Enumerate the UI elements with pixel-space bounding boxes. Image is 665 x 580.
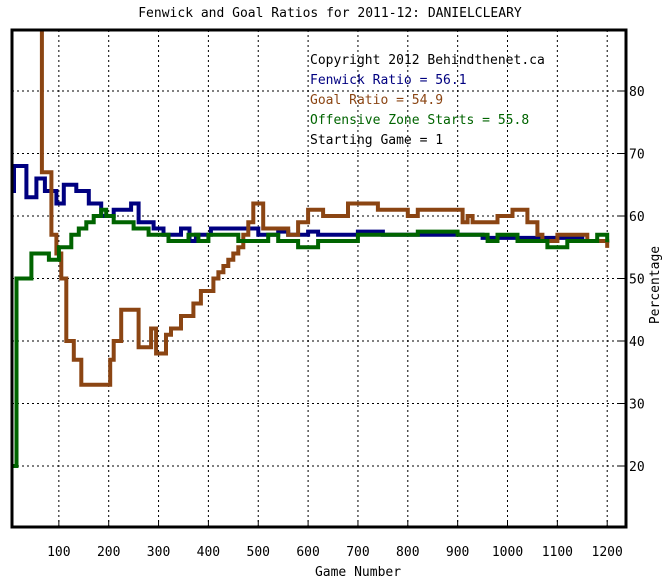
x-tick-label: 700	[346, 545, 369, 560]
y-tick-label: 60	[629, 210, 645, 225]
x-tick-label: 100	[47, 545, 70, 560]
y-axis-ticks: 20 30 40 50 60 70 80	[619, 85, 645, 475]
chart-title: Fenwick and Goal Ratios for 2011-12: DAN…	[138, 6, 522, 21]
y-tick-label: 80	[629, 85, 645, 100]
legend: Copyright 2012 Behindthenet.ca Fenwick Ra…	[310, 53, 545, 148]
legend-entry: Copyright 2012 Behindthenet.ca	[310, 53, 545, 68]
series-goal-ratio-line	[39, 30, 610, 387]
legend-entry: Fenwick Ratio = 56.1	[310, 73, 467, 88]
x-tick-label: 400	[197, 545, 220, 560]
x-tick-label: 300	[147, 545, 170, 560]
y-tick-label: 70	[629, 148, 645, 163]
y-axis-label: Percentage	[648, 246, 663, 324]
legend-entry: Offensive Zone Starts = 55.8	[310, 113, 529, 128]
x-tick-label: 800	[396, 545, 419, 560]
x-tick-label: 500	[247, 545, 270, 560]
series-fenwick-ratio-line	[12, 164, 610, 243]
y-tick-label: 50	[629, 273, 645, 288]
x-tick-label: 200	[97, 545, 120, 560]
y-tick-label: 40	[629, 335, 645, 350]
grid-lines	[12, 30, 626, 527]
legend-entry: Goal Ratio = 54.9	[310, 93, 443, 108]
x-tick-label: 1100	[542, 545, 573, 560]
y-tick-label: 20	[629, 460, 645, 475]
x-axis-label: Game Number	[315, 565, 401, 580]
y-tick-label: 30	[629, 398, 645, 413]
legend-entry: Starting Game = 1	[310, 133, 443, 148]
x-tick-label: 1200	[592, 545, 623, 560]
series-offensive-zone-starts-line	[12, 207, 610, 468]
x-tick-label: 600	[296, 545, 319, 560]
x-tick-label: 900	[446, 545, 469, 560]
series-layer	[12, 30, 610, 468]
x-tick-label: 1000	[492, 545, 523, 560]
x-axis-ticks: 100 200 300 400 500 600 700 800 900 1000 1100 1200	[47, 520, 623, 560]
